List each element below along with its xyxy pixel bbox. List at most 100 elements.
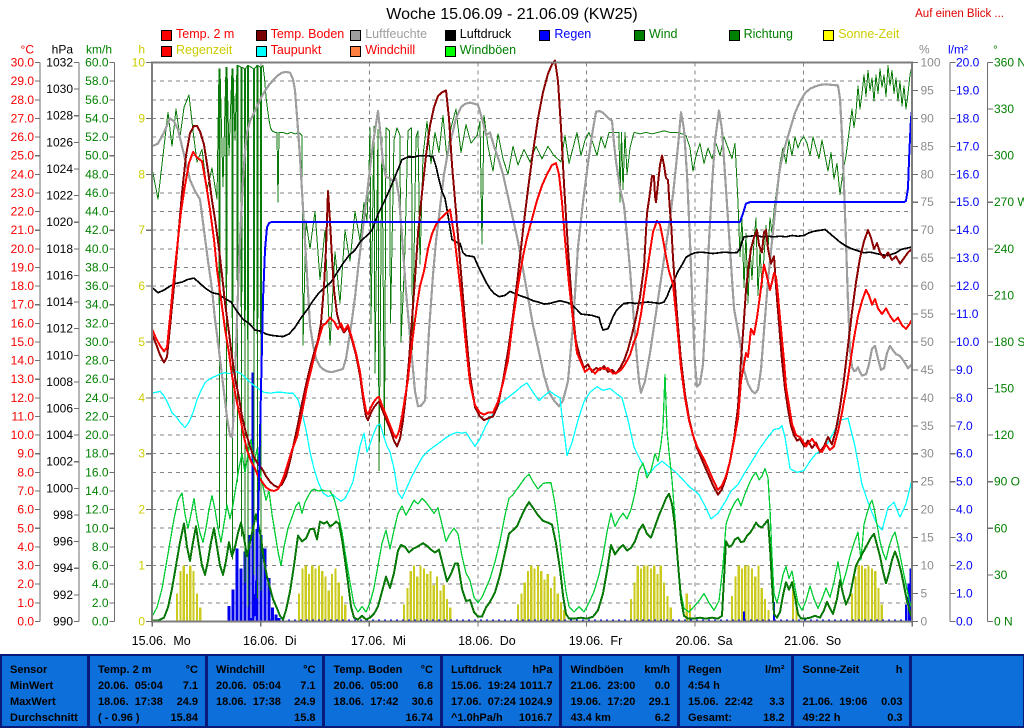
svg-text:5: 5 [921,586,928,600]
svg-text:95: 95 [921,83,935,97]
svg-text:23.0: 23.0 [11,186,35,200]
svg-text:8.0: 8.0 [17,465,34,479]
svg-text:25: 25 [921,475,935,489]
svg-text:6: 6 [138,279,145,293]
svg-text:18.0: 18.0 [956,111,980,125]
svg-text:120: 120 [994,428,1014,442]
svg-text:1012: 1012 [46,322,73,336]
svg-text:9.0: 9.0 [956,363,973,377]
svg-text:16.0: 16.0 [11,316,35,330]
svg-text:998: 998 [53,508,73,522]
svg-text:10.0: 10.0 [956,335,980,349]
svg-text:240: 240 [994,242,1014,256]
svg-text:70: 70 [921,223,935,237]
svg-text:6.0: 6.0 [17,503,34,517]
svg-text:38.0: 38.0 [85,260,109,274]
svg-text:26.0: 26.0 [85,372,109,386]
svg-text:17.0: 17.0 [11,298,35,312]
svg-text:28.0: 28.0 [85,354,109,368]
svg-text:14.0: 14.0 [85,484,109,498]
svg-text:l/m²: l/m² [948,43,968,57]
svg-text:10.0: 10.0 [85,521,109,535]
svg-text:150: 150 [994,382,1014,396]
svg-text:34.0: 34.0 [85,298,109,312]
svg-text:0.0: 0.0 [92,614,109,628]
svg-text:330: 330 [994,102,1014,116]
svg-text:56.0: 56.0 [85,93,109,107]
svg-text:24.0: 24.0 [85,391,109,405]
svg-text:2: 2 [138,503,145,517]
svg-text:10: 10 [132,56,146,70]
svg-text:1002: 1002 [46,455,73,469]
svg-text:35: 35 [921,419,935,433]
svg-text:4.0: 4.0 [17,540,34,554]
svg-text:h: h [138,43,145,57]
svg-text:55: 55 [921,307,935,321]
svg-text:0.0: 0.0 [956,614,973,628]
svg-text:75: 75 [921,195,935,209]
svg-text:45: 45 [921,363,935,377]
svg-text:4.0: 4.0 [92,577,109,591]
svg-text:1.0: 1.0 [17,596,34,610]
svg-text:24.0: 24.0 [11,167,35,181]
svg-text:11.0: 11.0 [12,409,35,423]
svg-text:90 O: 90 O [994,475,1020,489]
svg-text:1018: 1018 [46,242,73,256]
svg-text:1028: 1028 [46,109,73,123]
svg-text:15.06. Mo: 15.06. Mo [132,634,191,648]
svg-text:40: 40 [921,391,935,405]
svg-text:19.06. Fr: 19.06. Fr [569,634,623,648]
svg-text:30.0: 30.0 [11,56,35,70]
svg-text:14.0: 14.0 [956,223,980,237]
svg-text:7.0: 7.0 [956,419,973,433]
svg-text:15: 15 [921,531,935,545]
svg-text:1004: 1004 [46,428,73,442]
svg-text:5: 5 [138,335,145,349]
svg-text:1032: 1032 [46,56,73,70]
svg-text:28.0: 28.0 [11,93,35,107]
svg-text:46.0: 46.0 [85,186,109,200]
svg-text:19.0: 19.0 [11,260,35,274]
svg-text:16.0: 16.0 [85,465,109,479]
svg-text:90: 90 [921,111,935,125]
svg-text:18.06. Do: 18.06. Do [458,634,516,648]
svg-text:52.0: 52.0 [85,130,109,144]
svg-text:40.0: 40.0 [85,242,109,256]
svg-text:60.0: 60.0 [85,56,109,70]
svg-text:32.0: 32.0 [85,316,109,330]
svg-text:25.0: 25.0 [11,149,35,163]
svg-text:58.0: 58.0 [85,74,109,88]
svg-text:60: 60 [994,521,1008,535]
svg-text:80: 80 [921,167,935,181]
svg-text:15.0: 15.0 [11,335,35,349]
svg-text:4: 4 [138,391,145,405]
svg-text:0 N: 0 N [994,614,1013,628]
svg-text:20.0: 20.0 [85,428,109,442]
svg-text:19.0: 19.0 [956,83,980,97]
svg-text:22.0: 22.0 [85,409,109,423]
svg-text:14.0: 14.0 [11,354,35,368]
svg-text:210: 210 [994,288,1014,302]
svg-text:7.0: 7.0 [17,484,34,498]
svg-text:17.0: 17.0 [956,139,980,153]
svg-text:11.0: 11.0 [956,307,979,321]
svg-text:2.0: 2.0 [17,577,34,591]
svg-text:60: 60 [921,279,935,293]
svg-text:9.0: 9.0 [17,447,34,461]
svg-text:17.06. Mi: 17.06. Mi [351,634,406,648]
svg-text:996: 996 [53,535,73,549]
svg-text:21.06. So: 21.06. So [784,634,841,648]
svg-text:6.0: 6.0 [956,447,973,461]
svg-text:36.0: 36.0 [85,279,109,293]
svg-text:%: % [919,43,930,57]
svg-text:°C: °C [21,43,35,57]
svg-text:8.0: 8.0 [92,540,109,554]
svg-text:1.0: 1.0 [956,586,973,600]
svg-text:16.0: 16.0 [956,167,980,181]
svg-text:1008: 1008 [46,375,73,389]
svg-text:6.0: 6.0 [92,559,109,573]
svg-text:22.0: 22.0 [11,205,35,219]
svg-text:1010: 1010 [46,348,73,362]
svg-text:2.0: 2.0 [92,596,109,610]
svg-text:65: 65 [921,251,935,265]
